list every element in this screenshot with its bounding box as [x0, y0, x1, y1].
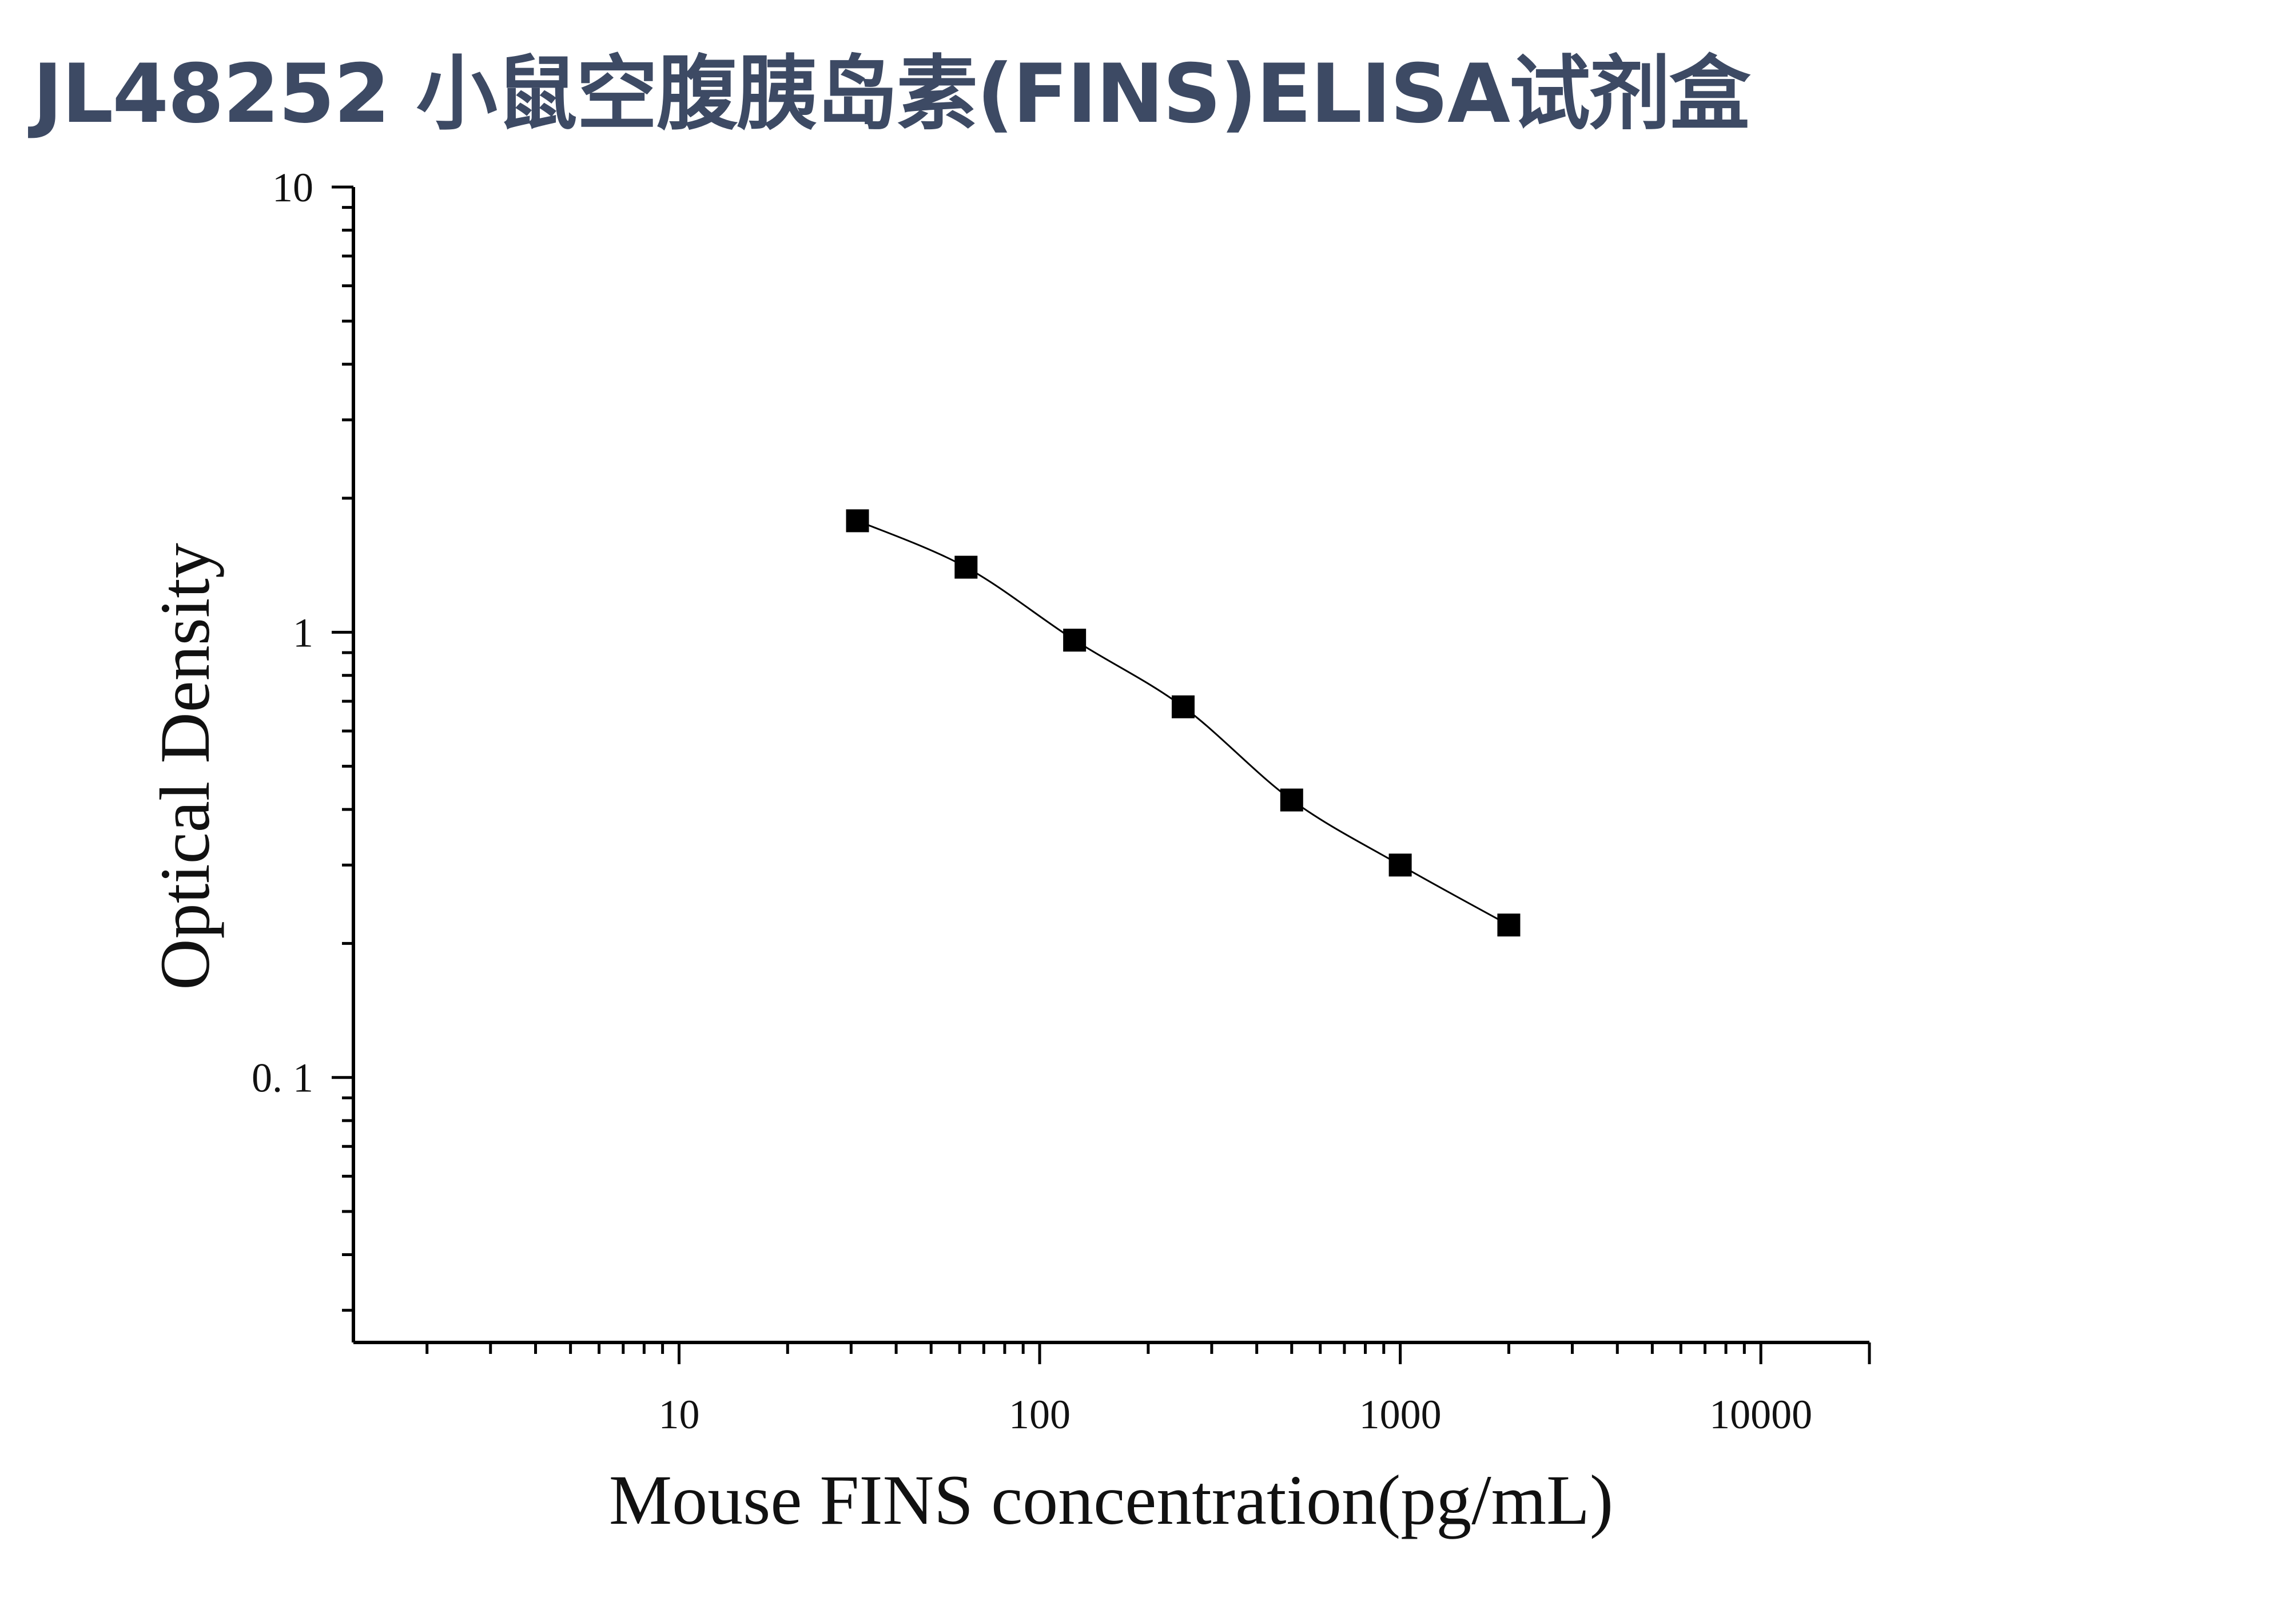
- data-point: [846, 509, 869, 533]
- plot-area: [846, 509, 1521, 937]
- y-axis-title: Optical Density: [146, 543, 224, 990]
- x-axis-title: Mouse FINS concentration(pg/mL): [609, 1461, 1613, 1539]
- x-tick-label: 10: [658, 1392, 699, 1437]
- axes: [352, 187, 1869, 1344]
- page-title: JL48252 小鼠空腹胰岛素(FINS)ELISA试剂盒: [33, 47, 1750, 141]
- x-tick-label: 1000: [1359, 1392, 1442, 1437]
- y-tick-label: 0. 1: [252, 1055, 313, 1101]
- x-tick-label: 10000: [1709, 1392, 1812, 1437]
- ticks: 0. 1 1 10 10 100 1000 10000: [252, 165, 1871, 1437]
- data-point: [1497, 913, 1521, 937]
- x-tick-label: 100: [1009, 1392, 1071, 1437]
- y-tick-label: 10: [272, 165, 313, 210]
- y-tick-label: 1: [293, 610, 313, 655]
- data-point: [954, 555, 978, 579]
- data-point: [1388, 853, 1412, 877]
- data-point: [1063, 629, 1087, 652]
- data-point: [1171, 695, 1195, 718]
- data-point: [1280, 788, 1303, 812]
